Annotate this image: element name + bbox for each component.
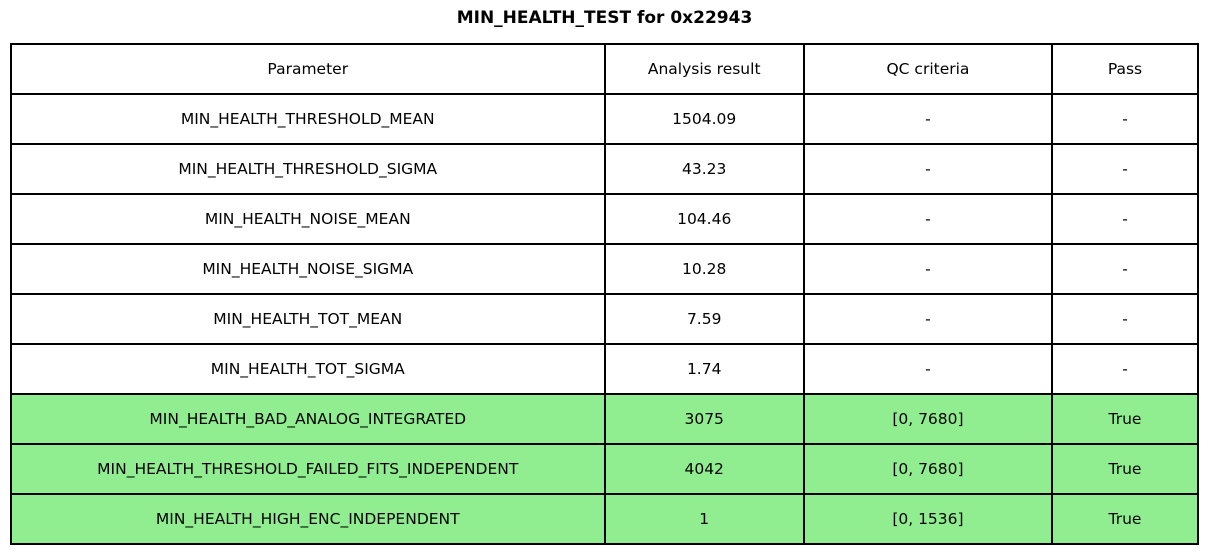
cell-analysis-result: 1504.09 <box>603 93 805 145</box>
cell-parameter: MIN_HEALTH_THRESHOLD_MEAN <box>10 93 606 145</box>
cell-qc-criteria: - <box>802 193 1053 245</box>
table-row: MIN_HEALTH_THRESHOLD_MEAN 1504.09 - - <box>10 93 1200 145</box>
cell-qc-criteria: - <box>802 93 1053 145</box>
cell-analysis-result: 1.74 <box>603 343 805 395</box>
cell-qc-criteria: [0, 7680] <box>802 443 1053 495</box>
table-row: MIN_HEALTH_BAD_ANALOG_INTEGRATED 3075 [0… <box>10 393 1200 445</box>
cell-parameter: MIN_HEALTH_THRESHOLD_FAILED_FITS_INDEPEN… <box>10 443 606 495</box>
column-header-qc-criteria: QC criteria <box>802 43 1053 95</box>
cell-pass: - <box>1050 143 1200 195</box>
cell-pass: True <box>1050 443 1200 495</box>
cell-qc-criteria: - <box>802 143 1053 195</box>
cell-pass: - <box>1050 243 1200 295</box>
cell-pass: - <box>1050 293 1200 345</box>
cell-qc-criteria: - <box>802 343 1053 395</box>
cell-parameter: MIN_HEALTH_BAD_ANALOG_INTEGRATED <box>10 393 606 445</box>
table-row: MIN_HEALTH_TOT_SIGMA 1.74 - - <box>10 343 1200 395</box>
table-row: MIN_HEALTH_NOISE_SIGMA 10.28 - - <box>10 243 1200 295</box>
cell-parameter: MIN_HEALTH_TOT_SIGMA <box>10 343 606 395</box>
cell-analysis-result: 7.59 <box>603 293 805 345</box>
cell-parameter: MIN_HEALTH_HIGH_ENC_INDEPENDENT <box>10 493 606 545</box>
table-row: MIN_HEALTH_THRESHOLD_FAILED_FITS_INDEPEN… <box>10 443 1200 495</box>
table-header-row: Parameter Analysis result QC criteria Pa… <box>10 43 1200 95</box>
table-row: MIN_HEALTH_THRESHOLD_SIGMA 43.23 - - <box>10 143 1200 195</box>
cell-pass: True <box>1050 393 1200 445</box>
qc-results-table: Parameter Analysis result QC criteria Pa… <box>10 43 1200 545</box>
cell-pass: True <box>1050 493 1200 545</box>
cell-qc-criteria: - <box>802 243 1053 295</box>
cell-analysis-result: 43.23 <box>603 143 805 195</box>
cell-parameter: MIN_HEALTH_NOISE_MEAN <box>10 193 606 245</box>
column-header-pass: Pass <box>1050 43 1200 95</box>
cell-pass: - <box>1050 93 1200 145</box>
cell-pass: - <box>1050 343 1200 395</box>
cell-parameter: MIN_HEALTH_THRESHOLD_SIGMA <box>10 143 606 195</box>
table-row: MIN_HEALTH_NOISE_MEAN 104.46 - - <box>10 193 1200 245</box>
cell-parameter: MIN_HEALTH_NOISE_SIGMA <box>10 243 606 295</box>
cell-analysis-result: 4042 <box>603 443 805 495</box>
cell-analysis-result: 10.28 <box>603 243 805 295</box>
column-header-parameter: Parameter <box>10 43 606 95</box>
column-header-analysis-result: Analysis result <box>603 43 805 95</box>
table-row: MIN_HEALTH_TOT_MEAN 7.59 - - <box>10 293 1200 345</box>
cell-pass: - <box>1050 193 1200 245</box>
cell-qc-criteria: [0, 7680] <box>802 393 1053 445</box>
table-row: MIN_HEALTH_HIGH_ENC_INDEPENDENT 1 [0, 15… <box>10 493 1200 545</box>
cell-analysis-result: 3075 <box>603 393 805 445</box>
cell-qc-criteria: [0, 1536] <box>802 493 1053 545</box>
cell-parameter: MIN_HEALTH_TOT_MEAN <box>10 293 606 345</box>
page-title: MIN_HEALTH_TEST for 0x22943 <box>456 8 753 28</box>
cell-analysis-result: 1 <box>603 493 805 545</box>
cell-analysis-result: 104.46 <box>603 193 805 245</box>
cell-qc-criteria: - <box>802 293 1053 345</box>
